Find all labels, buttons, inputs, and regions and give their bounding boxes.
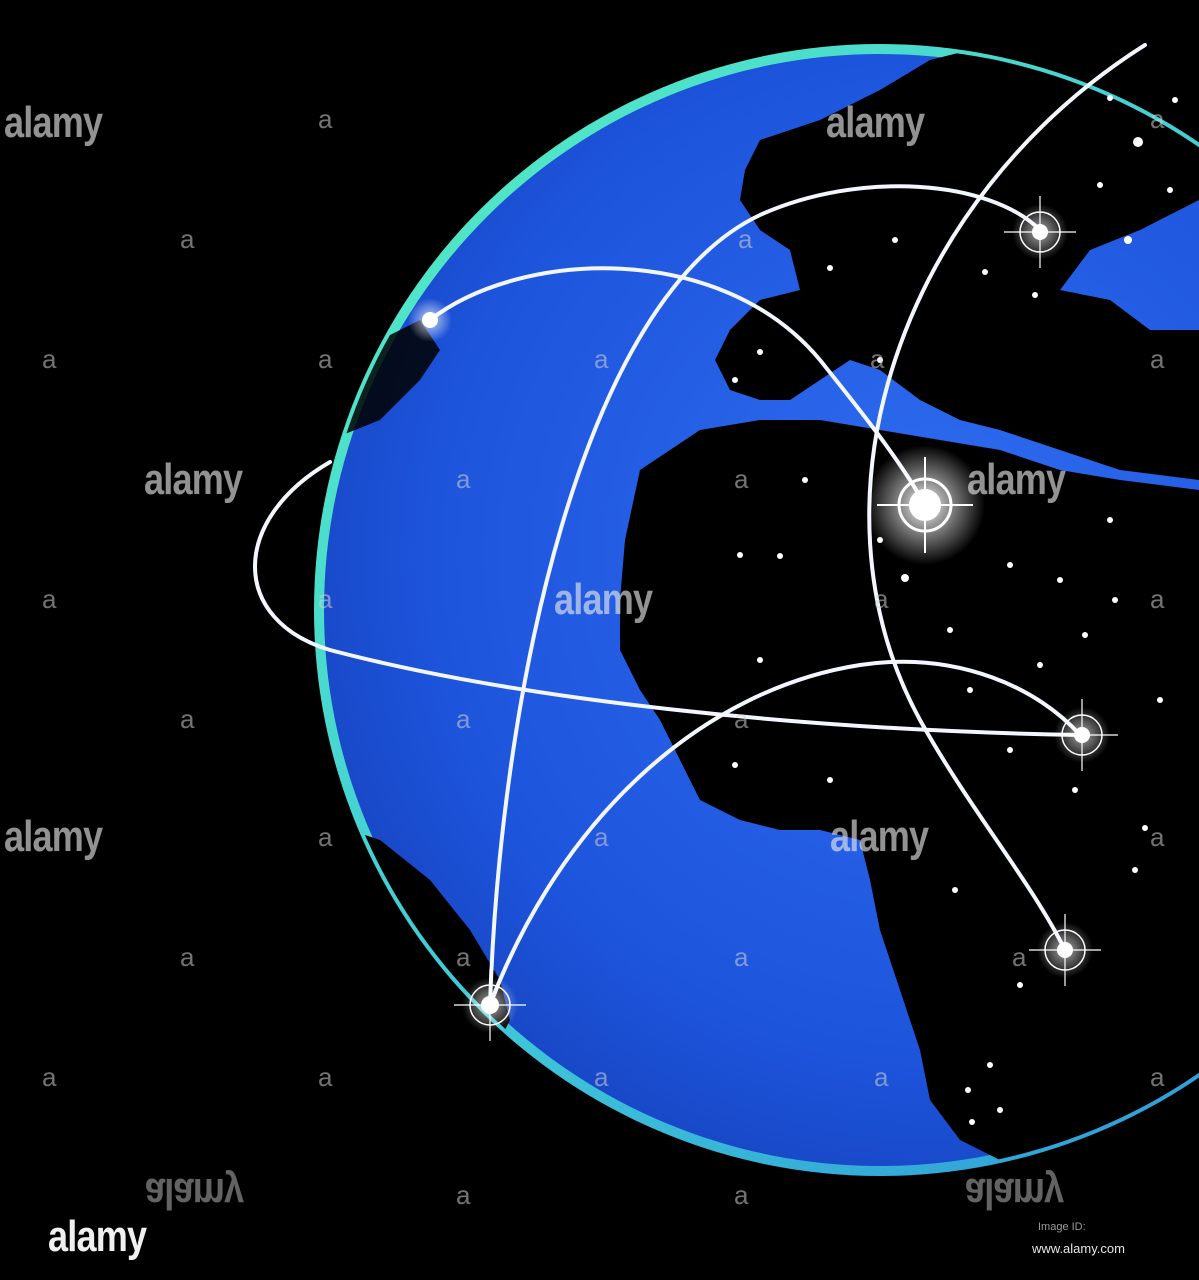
watermark-logo: alamy [554, 575, 653, 624]
route-arc-4 [253, 460, 1082, 737]
alamy-logo: alamy [48, 1212, 147, 1261]
watermark-mark: a [1150, 344, 1165, 374]
watermark-mark: a [1150, 584, 1165, 614]
crosshair-icon [1046, 699, 1118, 771]
watermark-logo: alamy [145, 1169, 244, 1218]
watermark-mark: a [734, 942, 749, 972]
watermark-logo: alamy [830, 812, 929, 861]
watermark-logo: alamy [4, 98, 103, 147]
city-lights [732, 95, 1178, 1125]
crosshair-icon [408, 298, 452, 342]
scandinavia-landmass [880, 48, 1020, 160]
watermark-mark: a [870, 344, 885, 374]
crosshair-icon [1004, 196, 1076, 268]
watermark-mark: a [180, 224, 195, 254]
source-url: www.alamy.com [1032, 1241, 1125, 1256]
watermark-mark: a [42, 584, 57, 614]
watermark-mark: a [594, 822, 609, 852]
image-id-label: Image ID: [1038, 1221, 1086, 1233]
watermark-mark: a [594, 344, 609, 374]
watermark-mark: a [456, 704, 471, 734]
watermark-mark: a [874, 1062, 889, 1092]
watermark-mark: a [874, 584, 889, 614]
watermark-mark: a [734, 704, 749, 734]
watermark-logo: alamy [4, 812, 103, 861]
watermark-mark: a [1150, 822, 1165, 852]
watermark-mark: a [180, 704, 195, 734]
watermark-mark: a [318, 822, 333, 852]
africa-landmass [620, 420, 1199, 1172]
watermark-logo: alamy [826, 98, 925, 147]
watermark-mark: a [42, 1062, 57, 1092]
arabia-landmass [1060, 340, 1199, 420]
watermark-mark: a [1012, 942, 1027, 972]
crosshair-icon [1029, 914, 1101, 986]
route-arc-3 [488, 659, 1082, 1007]
watermark-mark: a [456, 942, 471, 972]
watermark-mark: a [318, 1062, 333, 1092]
crosshair-icon [454, 969, 526, 1041]
british-isles-landmass [770, 150, 820, 230]
watermark-mark: a [734, 1180, 749, 1210]
watermark-mark: a [734, 464, 749, 494]
watermark-mark: a [318, 584, 333, 614]
watermark-mark: a [318, 104, 333, 134]
watermark-mark: a [456, 1180, 471, 1210]
watermark-mark: a [738, 224, 753, 254]
route-arc-1 [428, 266, 927, 507]
route-arc-2 [488, 184, 1042, 1007]
watermark-mark: a [594, 1062, 609, 1092]
watermark-mark: a [318, 344, 333, 374]
crosshair-icon [865, 445, 985, 565]
watermark-logo: alamy [965, 1169, 1064, 1218]
watermark-mark: a [180, 942, 195, 972]
watermark-mark: a [1150, 1062, 1165, 1092]
watermark-mark: a [1150, 104, 1165, 134]
watermark-mark: a [456, 464, 471, 494]
flight-routes [253, 43, 1147, 1007]
watermark-logo: alamy [144, 455, 243, 504]
watermark-mark: a [42, 344, 57, 374]
watermark-logo: alamy [967, 455, 1066, 504]
crosshair-targets [408, 196, 1118, 1041]
italy-landmass [930, 300, 1010, 395]
route-arc-5 [867, 43, 1147, 952]
